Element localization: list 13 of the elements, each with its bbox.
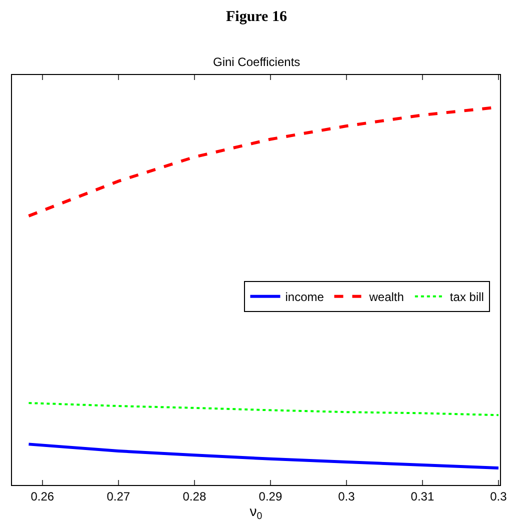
legend-label: tax bill [450, 290, 484, 304]
chart-title: Figure 16 [226, 9, 288, 25]
x-tick-label: 0.31 [410, 489, 434, 504]
x-tick-label: 0.3 [490, 489, 508, 504]
x-tick-label: 0.29 [258, 489, 282, 504]
x-tick-label: 0.27 [106, 489, 130, 504]
chart-subtitle: Gini Coefficients [213, 55, 300, 69]
x-axis-title: ν$_{0}$ [250, 503, 263, 522]
x-tick-label: 0.28 [182, 489, 206, 504]
x-tick-label: 0.3 [338, 489, 356, 504]
legend-label: wealth [368, 290, 404, 304]
x-tick-label: 0.26 [30, 489, 54, 504]
legend-label: income [285, 290, 324, 304]
